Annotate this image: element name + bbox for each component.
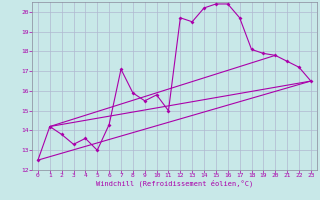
X-axis label: Windchill (Refroidissement éolien,°C): Windchill (Refroidissement éolien,°C) xyxy=(96,180,253,187)
